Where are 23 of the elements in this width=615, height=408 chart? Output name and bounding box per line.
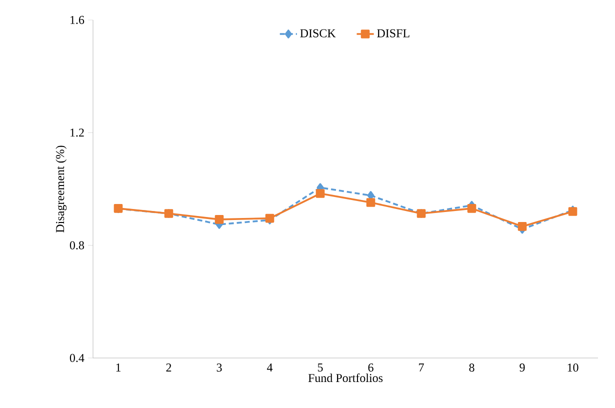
x-tick-label: 7 [419, 364, 424, 372]
point [366, 198, 376, 207]
x-tick-label: 6 [368, 364, 374, 372]
x-tick-label: 8 [469, 364, 474, 372]
point [467, 204, 476, 213]
y-tick-label: 1.6 [70, 16, 84, 24]
x-tick-label: 5 [318, 364, 323, 372]
legend-label: DISFL [377, 29, 410, 38]
legend-label: DISCK [300, 29, 336, 38]
y-tick-label: 0.4 [70, 354, 84, 362]
x-tick-label: 9 [520, 364, 525, 372]
y-axis-title: Disagreement (%) [56, 146, 67, 232]
x-tick-label: 10 [568, 364, 578, 372]
x-tick-label: 2 [166, 364, 172, 372]
point [214, 215, 224, 224]
x-tick-label: 1 [116, 364, 121, 372]
point [518, 222, 527, 231]
y-tick-label: 1.2 [70, 128, 84, 137]
x-tick-label: 3 [216, 364, 222, 372]
y-tick-label: 0.8 [70, 241, 84, 250]
x-axis-title: Fund Portfolios [308, 373, 383, 382]
x-tick-label: 4 [266, 364, 273, 372]
point [316, 189, 325, 198]
